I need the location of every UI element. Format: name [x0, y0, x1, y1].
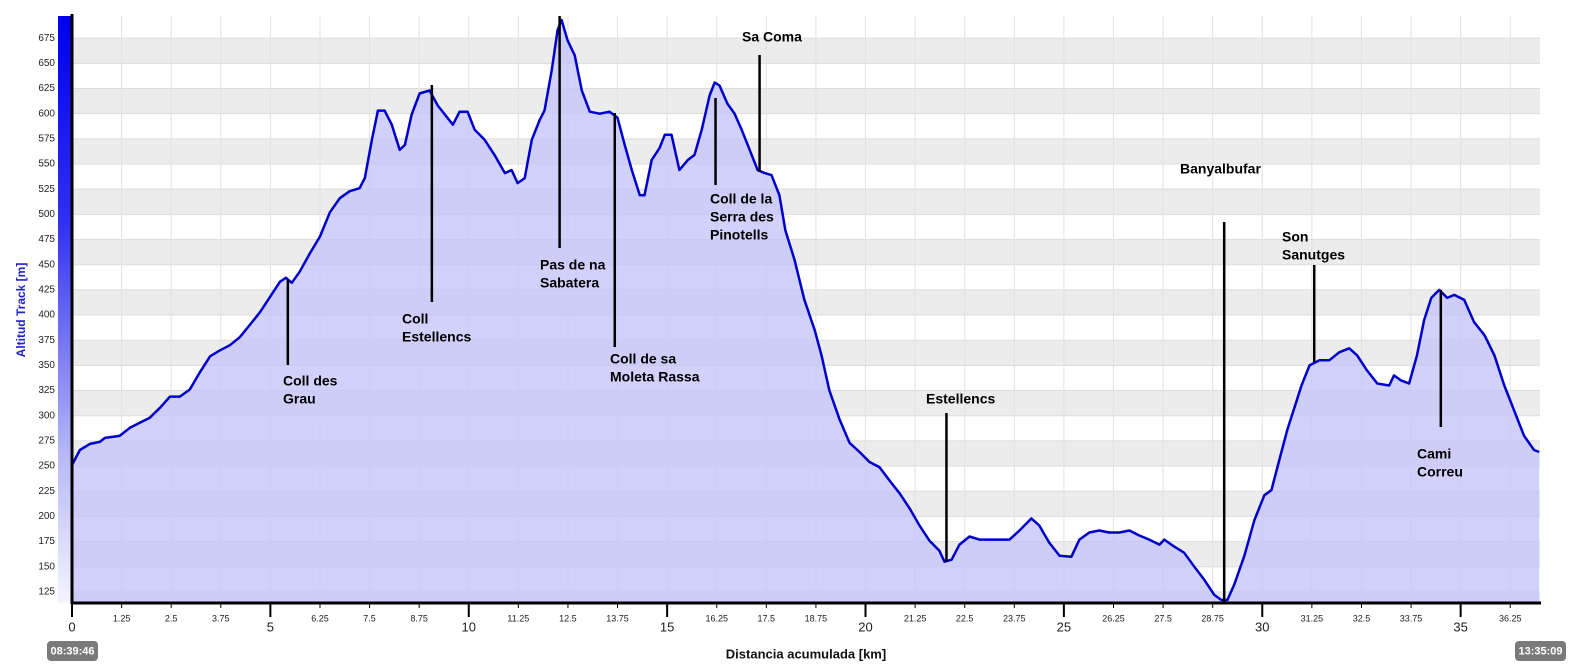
annotation-label: Sa Coma [742, 29, 802, 45]
x-tick-label: 17.5 [758, 613, 776, 623]
axes [70, 14, 1541, 605]
y-tick-label: 575 [38, 133, 55, 144]
x-tick-label: 32.5 [1353, 613, 1371, 623]
annotation-label: Coll de sa [610, 351, 676, 367]
grid-band [72, 138, 1540, 165]
area [72, 20, 1540, 603]
x-tick-label: 8.75 [410, 613, 428, 623]
y-tick-label: 300 [38, 410, 55, 421]
y-tick-label: 425 [38, 285, 55, 296]
x-tick-label: 30 [1255, 619, 1269, 634]
annotation-label: Estellencs [926, 391, 995, 407]
annotation-label: Pinotells [710, 227, 769, 243]
annotation-label: Cami [1417, 446, 1451, 462]
y-tick-label: 125 [38, 587, 55, 598]
left-bar [58, 16, 72, 603]
end-time: 13:35:09 [1518, 645, 1562, 657]
grid-band [72, 38, 1540, 64]
x-tick-label: 27.5 [1154, 613, 1172, 623]
annotation-label: Sabatera [540, 275, 599, 291]
y-tick-label: 325 [38, 385, 55, 396]
ticks: 1251501752002252502753003253503754004254… [38, 33, 1521, 635]
x-axis-title: Distancia acumulada [km] [726, 646, 886, 661]
y-tick-label: 475 [38, 234, 55, 245]
x-tick-label: 10 [462, 619, 476, 634]
x-tick-label: 20 [858, 619, 872, 634]
x-tick-label: 21.25 [904, 613, 927, 623]
x-tick-label: 28.75 [1201, 613, 1224, 623]
y-tick-label: 400 [38, 310, 55, 321]
x-tick-label: 6.25 [311, 613, 329, 623]
y-tick-label: 375 [38, 335, 55, 346]
annotation-label: Serra des [710, 209, 774, 225]
x-tick-label: 11.25 [507, 613, 529, 623]
y-tick-label: 450 [38, 259, 55, 270]
y-tick-label: 675 [38, 33, 55, 44]
x-tick-label: 26.25 [1102, 613, 1125, 623]
annotation-label: Moleta Rassa [610, 369, 700, 385]
x-tick-label: 22.5 [956, 613, 974, 623]
x-tick-label: 7.5 [363, 613, 376, 623]
x-tick-label: 33.75 [1400, 613, 1423, 623]
annotation-label: Correu [1417, 464, 1463, 480]
annotation-label: Coll de la [710, 191, 772, 207]
x-tick-label: 2.5 [165, 613, 178, 623]
start-time-box [47, 641, 98, 661]
y-tick-label: 525 [38, 184, 55, 195]
annotation-label: Coll [402, 311, 428, 327]
line [70, 18, 1540, 602]
y-tick-label: 200 [38, 511, 55, 522]
y-tick-label: 150 [38, 561, 55, 572]
x-tick-label: 3.75 [212, 613, 230, 623]
x-tick-label: 13.75 [606, 613, 629, 623]
y-tick-label: 250 [38, 461, 55, 472]
annotation-label: Coll des [283, 373, 338, 389]
annotations: Coll des Grau Coll Estellencs Pas de na Sabat… [283, 16, 1463, 603]
grid-band [72, 88, 1540, 114]
grid-band [72, 189, 1540, 215]
series [70, 18, 1540, 603]
x-tick-label: 18.75 [805, 613, 828, 623]
x-tick-label: 15 [660, 619, 674, 634]
annotation-label: Pas de na [540, 257, 606, 273]
start-time: 08:39:46 [50, 645, 94, 657]
y-tick-label: 600 [38, 108, 55, 119]
y-tick-label: 175 [38, 536, 55, 547]
x-tick-label: 25 [1057, 619, 1071, 634]
y-tick-label: 625 [38, 83, 55, 94]
annotation-label: Banyalbufar [1180, 161, 1261, 177]
y-tick-label: 225 [38, 486, 55, 497]
y-tick-label: 500 [38, 209, 55, 220]
annotation-label: Son [1282, 229, 1308, 245]
annotation-label: Sanutges [1282, 247, 1345, 263]
x-tick-label: 12.5 [559, 613, 577, 623]
x-tick-label: 16.25 [705, 613, 728, 623]
x-tick-label: 36.25 [1499, 613, 1522, 623]
y-tick-label: 550 [38, 159, 55, 170]
x-tick-label: 35 [1453, 619, 1467, 634]
x-tick-label: 23.75 [1003, 613, 1026, 623]
x-tick-label: 5 [267, 619, 274, 634]
end-time-box [1515, 641, 1566, 661]
y-tick-label: 650 [38, 58, 55, 69]
y-tick-label: 350 [38, 360, 55, 371]
annotation-label: Grau [283, 391, 316, 407]
x-tick-label: 1.25 [113, 613, 131, 623]
x-tick-label: 31.25 [1301, 613, 1324, 623]
x-tick-label: 0 [68, 619, 75, 634]
y-axis-title: Altitud Track [m] [14, 263, 28, 358]
annotation-label: Estellencs [402, 329, 471, 345]
y-tick-label: 275 [38, 436, 55, 447]
